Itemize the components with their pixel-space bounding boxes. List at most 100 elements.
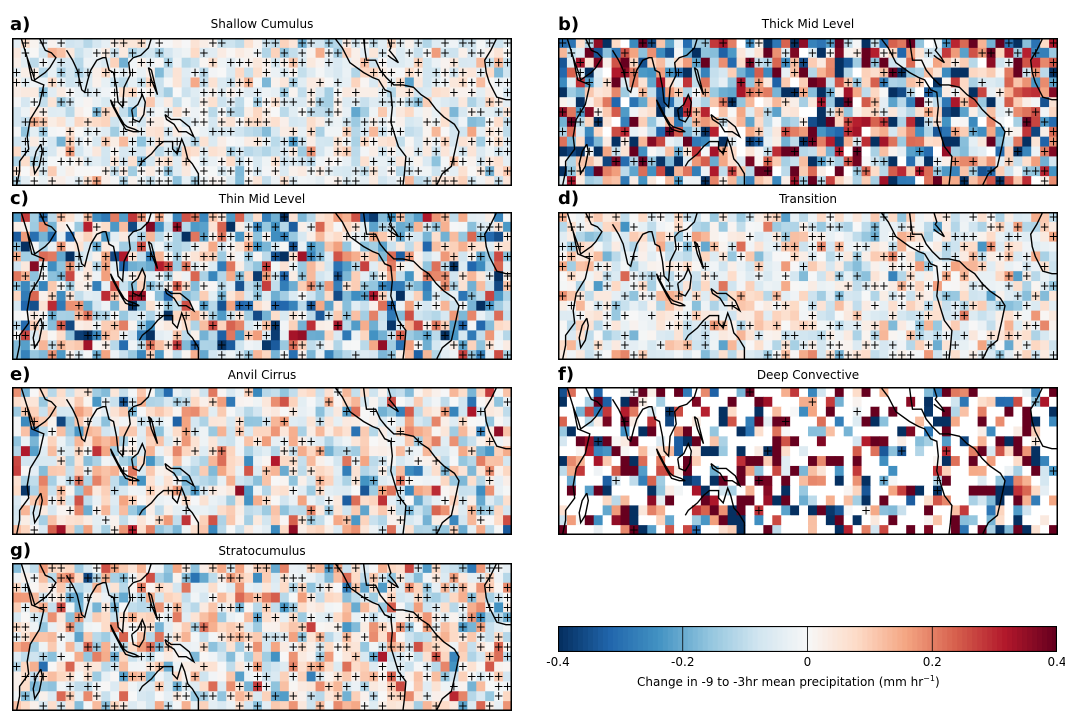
heatmap-cell: [226, 436, 236, 447]
heatmap-cell: [503, 77, 512, 88]
heatmap-cell: [244, 446, 254, 457]
significance-marker: +: [163, 269, 173, 283]
significance-marker: +: [101, 135, 111, 149]
heatmap-cell: [754, 176, 764, 186]
significance-marker: +: [458, 299, 468, 313]
heatmap-cell: [440, 97, 451, 108]
heatmap-cell: [440, 241, 451, 253]
significance-marker: +: [386, 212, 396, 224]
significance-marker: +: [101, 338, 111, 352]
heatmap-cell: [137, 446, 147, 457]
heatmap-cell: [852, 38, 863, 49]
significance-marker: +: [799, 56, 809, 70]
panel-frame: [558, 212, 1058, 360]
significance-marker: +: [558, 289, 567, 303]
heatmap-cell: [369, 87, 379, 98]
heatmap-cell: [351, 156, 361, 167]
heatmap-cell: [440, 251, 451, 262]
heatmap-cell: [235, 350, 245, 360]
significance-marker: +: [163, 174, 173, 186]
heatmap-cell: [199, 67, 210, 79]
heatmap-cell: [440, 271, 451, 282]
heatmap-cell: [1004, 156, 1014, 167]
heatmap-cell: [458, 107, 468, 118]
heatmap-cell: [647, 156, 657, 167]
heatmap-cell: [825, 290, 836, 302]
heatmap-cell: [647, 146, 657, 157]
significance-marker: +: [959, 328, 969, 342]
heatmap-cell: [154, 87, 165, 98]
heatmap-cell: [297, 231, 308, 243]
heatmap-cell: [342, 146, 352, 157]
heatmap-cell: [700, 300, 711, 312]
heatmap-cell: [199, 116, 210, 128]
heatmap-cell: [799, 212, 809, 223]
heatmap-cell: [754, 251, 764, 262]
heatmap-cell: [413, 77, 424, 88]
heatmap-cell: [395, 87, 406, 98]
significance-marker: +: [128, 85, 138, 99]
heatmap-cell: [253, 320, 263, 331]
heatmap-cell: [20, 116, 31, 128]
significance-marker: +: [1004, 38, 1014, 50]
significance-marker: +: [12, 328, 21, 342]
heatmap-cell: [128, 231, 138, 243]
heatmap-cell: [190, 340, 201, 351]
heatmap-cell: [92, 146, 102, 157]
heatmap-cell: [47, 350, 58, 360]
heatmap-cell: [208, 166, 218, 177]
heatmap-cell: [154, 387, 165, 398]
heatmap-cell: [440, 330, 451, 341]
heatmap-cell: [154, 107, 165, 118]
heatmap-cell: [413, 97, 424, 108]
heatmap-cell: [315, 281, 326, 292]
heatmap-cell: [1040, 212, 1050, 223]
heatmap-cell: [83, 176, 93, 186]
heatmap-cell: [772, 116, 782, 128]
significance-marker: +: [897, 259, 907, 273]
heatmap-cell: [279, 87, 290, 98]
heatmap-cell: [137, 47, 147, 59]
heatmap-cell: [181, 47, 192, 59]
heatmap-cell: [870, 350, 881, 360]
heatmap-cell: [906, 251, 916, 262]
heatmap-cell: [629, 241, 639, 253]
heatmap-cell: [29, 77, 40, 88]
significance-marker: +: [458, 348, 468, 360]
significance-marker: +: [217, 174, 227, 186]
heatmap-cell: [656, 146, 666, 157]
significance-marker: +: [745, 38, 755, 50]
heatmap-cell: [440, 281, 451, 292]
heatmap-cell: [736, 136, 747, 148]
heatmap-cell: [575, 97, 586, 108]
significance-marker: +: [128, 289, 138, 303]
significance-marker: +: [629, 220, 639, 234]
heatmap-cell: [145, 107, 156, 118]
significance-marker: +: [342, 125, 352, 139]
significance-marker: +: [324, 105, 334, 119]
heatmap-cell: [199, 290, 210, 302]
significance-marker: +: [879, 66, 889, 80]
significance-marker: +: [431, 66, 441, 80]
significance-marker: +: [315, 415, 325, 429]
heatmap-cell: [790, 107, 800, 118]
significance-marker: +: [12, 318, 21, 332]
significance-marker: +: [288, 259, 298, 273]
heatmap-cell: [199, 212, 210, 223]
heatmap-cell: [968, 126, 979, 138]
heatmap-cell: [83, 330, 93, 341]
heatmap-cell: [226, 231, 236, 243]
significance-marker: +: [404, 85, 414, 99]
heatmap-cell: [101, 446, 111, 457]
heatmap-cell: [843, 47, 854, 59]
heatmap-cell: [620, 310, 631, 322]
significance-marker: +: [790, 85, 800, 99]
heatmap-cell: [467, 436, 477, 447]
significance-marker: +: [56, 279, 66, 293]
significance-marker: +: [20, 144, 30, 158]
significance-marker: +: [306, 240, 316, 254]
significance-marker: +: [674, 259, 684, 273]
significance-marker: +: [503, 135, 512, 149]
significance-marker: +: [226, 240, 236, 254]
significance-marker: +: [440, 174, 450, 186]
